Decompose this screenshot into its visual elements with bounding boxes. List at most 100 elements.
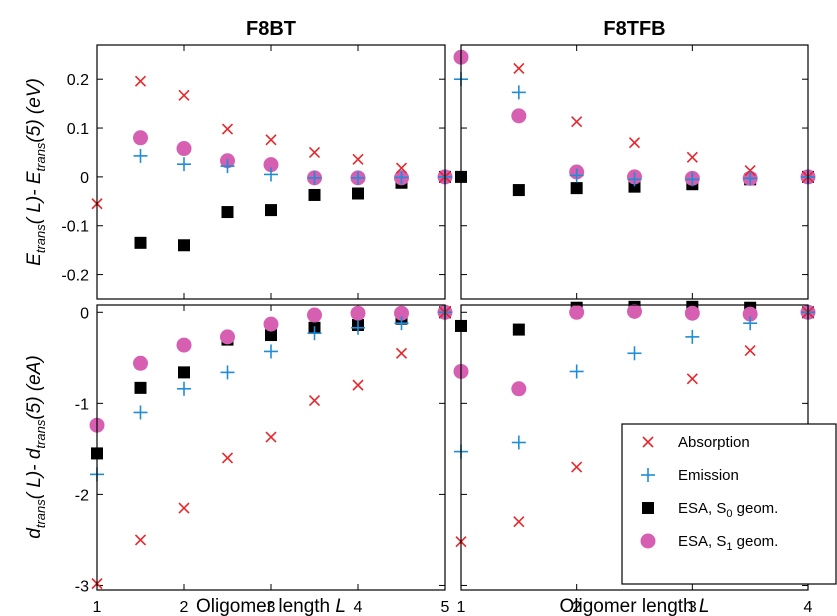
point-absorption	[628, 137, 641, 149]
point-emission	[220, 159, 235, 174]
panel-title: F8TFB	[603, 18, 665, 40]
point-absorption	[134, 534, 147, 546]
legend-marker-absorption	[642, 436, 654, 448]
data-points	[89, 304, 453, 590]
point-esa_s0	[308, 188, 321, 201]
point-esa_s1	[133, 130, 148, 146]
point-esa_s1	[569, 304, 585, 320]
y-tick-label: -0.1	[61, 219, 89, 236]
point-absorption	[265, 134, 277, 146]
point-absorption	[352, 379, 364, 391]
point-absorption	[395, 162, 408, 174]
legend-label-esa_s0: ESA, S0 geom.	[678, 500, 778, 520]
y-tick-label: 0	[80, 305, 89, 322]
axes-frame	[460, 44, 809, 300]
point-absorption	[352, 153, 364, 165]
point-esa_s1	[627, 303, 642, 319]
point-emission	[685, 329, 700, 344]
y-tick-label: -3	[75, 578, 89, 595]
x-tick-label: 1	[93, 599, 102, 616]
point-esa_s1	[684, 305, 700, 321]
point-esa_s0	[352, 187, 364, 200]
point-emission	[177, 157, 191, 172]
point-emission	[307, 170, 322, 185]
point-esa_s0	[134, 381, 147, 394]
x-tick-label: 4	[804, 599, 813, 616]
point-esa_s1	[511, 381, 527, 397]
point-emission	[569, 168, 584, 183]
point-absorption	[686, 151, 698, 163]
axes-frame	[96, 44, 446, 300]
y-tick-label: -0.2	[61, 268, 89, 285]
x-axis-label: Oligomer length L	[196, 596, 346, 616]
point-emission	[394, 170, 409, 185]
point-absorption	[686, 373, 698, 385]
point-emission	[307, 326, 322, 341]
legend: Absorption Emission ESA, S0 geom. ESA, S1 g…	[621, 423, 837, 585]
panel-top-left: 0.2 0.1 0 -0.1 -0.2 F8BT	[61, 18, 453, 300]
x-tick-label: 3	[267, 599, 276, 616]
point-absorption	[134, 75, 147, 87]
point-absorption	[744, 344, 756, 357]
point-esa_s1	[307, 307, 322, 323]
point-esa_s1	[220, 329, 235, 345]
panel-bottom-left: 0 -1 -2 -31 2 3 4 5 Oligomer length L	[75, 304, 453, 616]
point-emission	[264, 344, 278, 359]
panel-title: F8BT	[246, 18, 296, 40]
point-esa_s1	[263, 316, 279, 332]
point-esa_s0	[134, 236, 147, 249]
point-absorption	[571, 116, 583, 128]
point-esa_s1	[133, 355, 148, 371]
x-tick-label: 3	[688, 599, 697, 616]
point-emission	[220, 365, 235, 380]
point-emission	[627, 346, 642, 361]
y-tick-label: 0.1	[67, 121, 89, 138]
point-absorption	[221, 123, 234, 135]
point-absorption	[178, 502, 190, 514]
point-esa_s0	[178, 239, 190, 252]
x-axis-label: Oligomer length L	[560, 596, 710, 616]
point-esa_s1	[176, 141, 192, 157]
point-absorption	[308, 395, 321, 407]
point-esa_s1	[176, 337, 192, 353]
point-emission	[177, 381, 191, 396]
point-absorption	[221, 452, 234, 464]
point-emission	[394, 316, 409, 331]
point-esa_s0	[178, 366, 190, 379]
legend-box	[621, 423, 837, 585]
point-esa_s1	[263, 157, 279, 173]
y-tick-label: -2	[75, 487, 89, 504]
point-esa_s0	[512, 184, 525, 197]
data-points	[453, 49, 816, 197]
point-absorption	[513, 516, 525, 528]
legend-label-emission: Emission	[678, 467, 739, 484]
point-absorption	[395, 347, 408, 359]
point-esa_s0	[221, 206, 234, 219]
legend-marker-emission	[641, 468, 655, 482]
x-tick-label: 2	[180, 599, 189, 616]
y-axis-label-bottom: dtrans( L)- dtrans(5) (eA)	[24, 355, 48, 538]
point-esa_s0	[265, 329, 277, 342]
axes-frame	[96, 304, 446, 591]
point-esa_s0	[512, 323, 525, 336]
point-absorption	[178, 89, 190, 101]
point-absorption	[308, 146, 321, 159]
legend-marker-esa_s1	[640, 533, 656, 549]
point-absorption	[265, 431, 277, 443]
point-absorption	[571, 461, 583, 473]
point-emission	[743, 316, 758, 331]
point-emission	[511, 435, 526, 450]
y-axis-label-top: Etrans( L)- Etrans(5) (eV)	[24, 78, 48, 266]
x-tick-label: 2	[572, 599, 581, 616]
point-emission	[351, 170, 365, 185]
point-emission	[351, 320, 365, 335]
y-tick-label: 0.2	[67, 72, 89, 89]
point-absorption	[513, 62, 525, 75]
point-emission	[743, 171, 758, 186]
point-esa_s1	[511, 108, 527, 124]
x-tick-label: 4	[354, 599, 363, 616]
point-emission	[685, 172, 700, 187]
point-emission	[511, 85, 526, 100]
y-tick-label: 0	[80, 170, 89, 187]
